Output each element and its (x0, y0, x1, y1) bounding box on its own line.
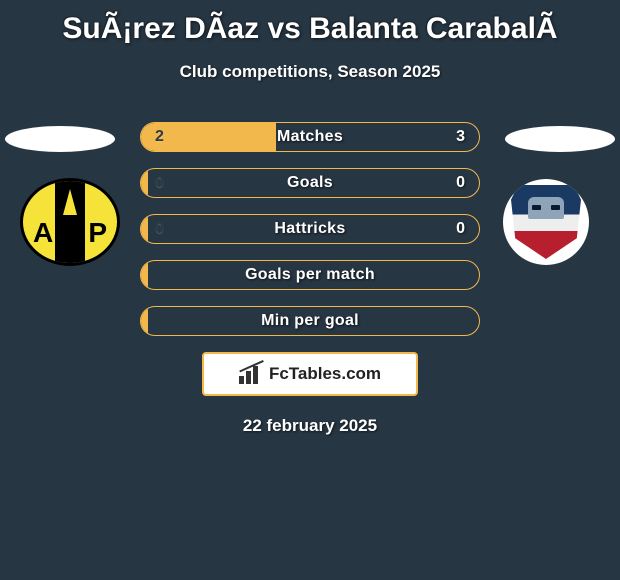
stat-label: Hattricks (141, 215, 479, 243)
team-right-logo (496, 178, 596, 266)
stat-row-matches: 2 Matches 3 (140, 122, 480, 152)
stat-label: Goals (141, 169, 479, 197)
player-dot-left (5, 126, 115, 152)
alianza-logo: A P (20, 178, 120, 266)
team-left-logo: A P (20, 178, 120, 266)
stat-label: Goals per match (141, 261, 479, 289)
date-text: 22 february 2025 (0, 416, 620, 436)
logo-a-letter-right: P (88, 217, 107, 249)
stat-row-gpm: Goals per match (140, 260, 480, 290)
stat-row-mpg: Min per goal (140, 306, 480, 336)
stat-right-value: 0 (456, 215, 465, 243)
page-title: SuÃ¡rez DÃ­az vs Balanta CarabalÃ­ (0, 0, 620, 46)
stat-label: Min per goal (141, 307, 479, 335)
subtitle: Club competitions, Season 2025 (0, 62, 620, 82)
stat-label: Matches (141, 123, 479, 151)
brand-text: FcTables.com (269, 364, 381, 384)
chart-icon (239, 364, 263, 384)
brand-box[interactable]: FcTables.com (202, 352, 418, 396)
player-dot-right (505, 126, 615, 152)
stat-bars: 2 Matches 3 0 Goals 0 0 Hattricks 0 Goal… (140, 122, 480, 336)
stat-right-value: 0 (456, 169, 465, 197)
stat-row-goals: 0 Goals 0 (140, 168, 480, 198)
stat-row-hattricks: 0 Hattricks 0 (140, 214, 480, 244)
stat-right-value: 3 (456, 123, 465, 151)
logo-a-letter-left: A (33, 217, 53, 249)
fortaleza-logo (503, 179, 589, 265)
